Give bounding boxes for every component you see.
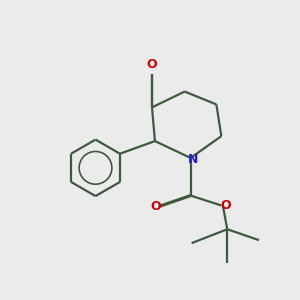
Text: O: O bbox=[147, 58, 157, 71]
Text: N: N bbox=[188, 153, 198, 166]
Text: O: O bbox=[220, 199, 231, 212]
Text: O: O bbox=[150, 200, 161, 213]
